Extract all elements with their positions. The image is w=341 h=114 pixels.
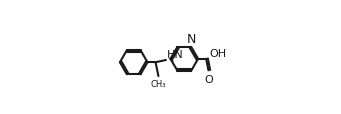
- Text: N: N: [187, 32, 196, 45]
- Text: HN: HN: [167, 49, 184, 59]
- Text: OH: OH: [209, 49, 226, 58]
- Text: CH₃: CH₃: [151, 80, 166, 89]
- Text: O: O: [204, 74, 213, 84]
